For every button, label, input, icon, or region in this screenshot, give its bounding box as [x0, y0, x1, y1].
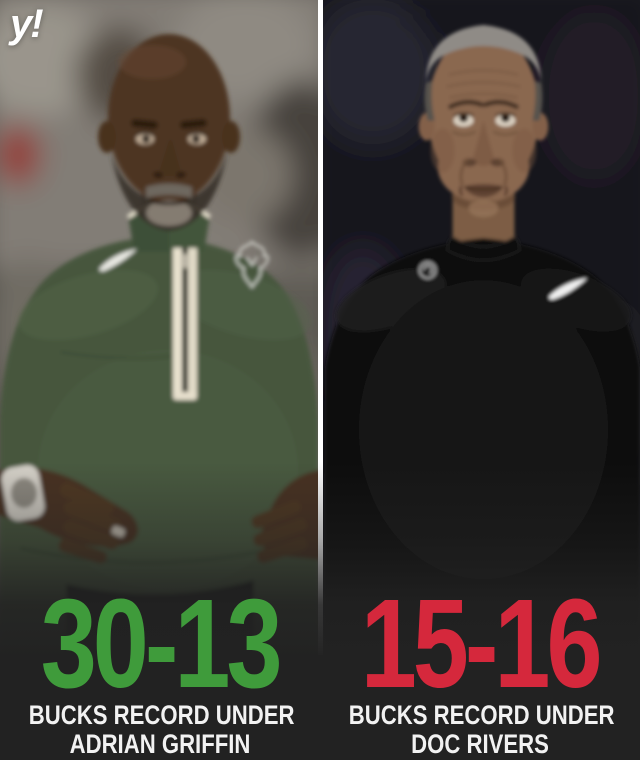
gray-hair [425, 24, 542, 83]
bottom-background [0, 655, 640, 760]
left-record: 30-13 [41, 573, 283, 714]
nasolabial-fold [498, 157, 508, 186]
eyebrow [482, 99, 519, 110]
doc-rivers-head [418, 24, 549, 218]
nose [472, 120, 495, 167]
eye [459, 113, 469, 123]
yahoo-logo-text: y! [10, 2, 44, 46]
eye-bag [493, 130, 518, 136]
gray-goatee [146, 200, 192, 226]
left-caption-line2: ADRIAN GRIFFIN [69, 729, 251, 759]
bottom-fade-gradient [0, 462, 640, 660]
crew-neck-collar [446, 236, 521, 261]
eyebrow [131, 119, 158, 130]
zipper-pull [181, 254, 189, 268]
left-caption: BUCKS RECORD UNDER ADRIAN GRIFFIN [0, 701, 320, 760]
right-caption-line1: BUCKS RECORD UNDER [348, 700, 615, 730]
bucks-crest-icon [235, 240, 269, 289]
right-caption-line2: DOC RIVERS [411, 729, 549, 759]
right-stat: 15-16 BUCKS RECORD UNDER DOC RIVERS [320, 573, 640, 760]
left-caption-line1: BUCKS RECORD UNDER [28, 700, 295, 730]
eyebrow [448, 99, 484, 110]
nike-swoosh-icon [549, 278, 588, 300]
right-caption: BUCKS RECORD UNDER DOC RIVERS [320, 701, 640, 760]
eyebrow [180, 118, 207, 129]
mouth [463, 183, 504, 198]
nike-swoosh-icon [99, 249, 137, 272]
panel-divider [318, 0, 323, 655]
eye-bag [452, 130, 476, 136]
ear [98, 121, 116, 153]
eye [192, 135, 200, 143]
nasolabial-fold [459, 157, 469, 186]
mustache [146, 183, 192, 198]
nose [159, 140, 181, 177]
ear [222, 121, 240, 153]
beard [110, 150, 228, 231]
eye [142, 135, 150, 143]
mouth [149, 199, 189, 205]
zipper-placket [173, 248, 197, 400]
forehead-wrinkles [446, 69, 521, 99]
adrian-griffin-head [98, 34, 240, 231]
left-stat: 30-13 BUCKS RECORD UNDER ADRIAN GRIFFIN [0, 573, 320, 760]
team-crest-circle-icon [418, 261, 437, 279]
eye [500, 113, 510, 123]
stats-row: 30-13 BUCKS RECORD UNDER ADRIAN GRIFFIN … [0, 573, 640, 760]
right-record: 15-16 [361, 573, 603, 714]
yahoo-logo: y! [10, 2, 44, 47]
